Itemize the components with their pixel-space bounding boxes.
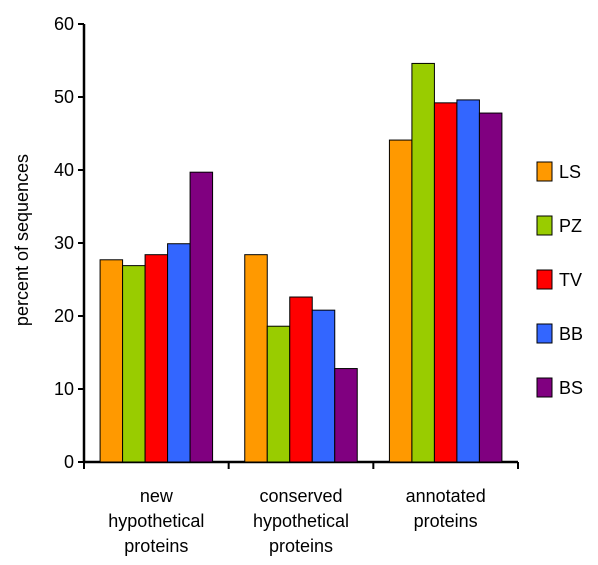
y-tick-label: 40 — [54, 160, 74, 180]
bar-bs-0 — [189, 171, 214, 463]
y-axis-title: percent of sequences — [12, 154, 32, 326]
category-label: new hypothetical proteins — [108, 486, 204, 556]
bar-ls-0 — [99, 259, 124, 463]
category-label-line: hypothetical — [108, 511, 204, 531]
bar-tv-1 — [289, 296, 313, 463]
category-label-line: annotated — [406, 486, 486, 506]
y-tick-label: 20 — [54, 306, 74, 326]
bar-pz-0 — [122, 265, 146, 463]
y-tick-label: 0 — [64, 452, 74, 472]
category-label: annotated proteins — [406, 486, 486, 531]
legend-label-pz: PZ — [559, 216, 582, 236]
bars — [99, 62, 503, 463]
bar-tv-2 — [433, 102, 458, 463]
category-label-line: conserved — [259, 486, 342, 506]
category-label-line: proteins — [269, 536, 333, 556]
legend: LS PZ TV BB BS — [536, 161, 583, 398]
legend-label-bs: BS — [559, 378, 583, 398]
bar-bs-2 — [478, 112, 503, 463]
legend-swatch-bs — [536, 377, 553, 398]
bar-bb-1 — [311, 309, 336, 463]
category-label-line: proteins — [414, 511, 478, 531]
y-tick-label: 10 — [54, 379, 74, 399]
bar-bb-2 — [456, 99, 480, 463]
bar-pz-2 — [411, 62, 435, 463]
category-label: conserved hypothetical proteins — [253, 486, 349, 556]
y-axis: 0 10 20 30 40 50 60 — [54, 14, 86, 472]
legend-swatch-tv — [536, 269, 553, 290]
legend-label-tv: TV — [559, 270, 582, 290]
category-label-line: hypothetical — [253, 511, 349, 531]
category-label-line: new — [140, 486, 174, 506]
legend-swatch-bb — [536, 323, 553, 344]
bar-ls-2 — [388, 139, 413, 463]
legend-swatch-pz — [536, 215, 553, 236]
legend-label-bb: BB — [559, 324, 583, 344]
legend-label-ls: LS — [559, 162, 581, 182]
x-axis — [83, 460, 519, 469]
y-tick-label: 60 — [54, 14, 74, 34]
category-label-line: proteins — [124, 536, 188, 556]
legend-swatch-ls — [536, 161, 553, 182]
bar-bs-1 — [334, 368, 358, 463]
category-labels: new hypothetical proteins conserved hypothet… — [108, 486, 485, 556]
bar-pz-1 — [266, 325, 291, 463]
bar-bb-0 — [167, 243, 191, 463]
bar-tv-0 — [144, 254, 169, 463]
y-tick-label: 50 — [54, 87, 74, 107]
bar-ls-1 — [244, 254, 268, 463]
y-tick-label: 30 — [54, 233, 74, 253]
